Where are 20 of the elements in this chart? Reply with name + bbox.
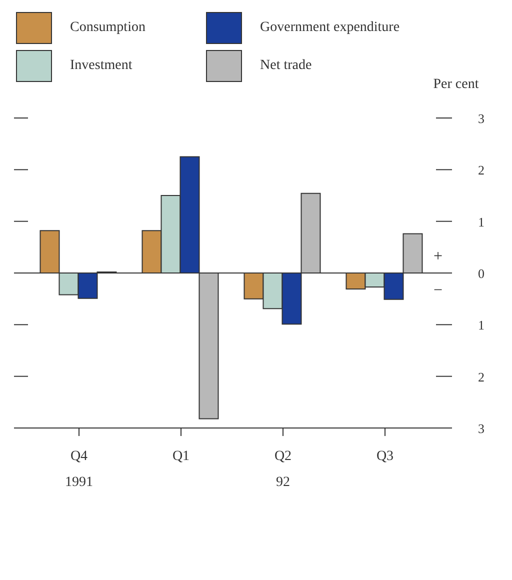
legend-label: Investment [70, 58, 132, 74]
legend-label: Government expenditure [260, 20, 400, 36]
annotation: + [433, 248, 443, 265]
x-tick-label: Q1 [172, 449, 190, 464]
y-tick-label: 1 [478, 318, 484, 333]
legend-label: Consumption [70, 20, 146, 36]
y-tick-label: 1 [478, 214, 484, 230]
y-tick-label: 3 [478, 111, 484, 126]
text: 92 [276, 475, 290, 490]
legend-label: Net trade [260, 58, 312, 74]
y-tick-label: 2 [478, 369, 484, 384]
text: 1991 [65, 475, 93, 490]
y-tick-label: 3 [478, 421, 484, 436]
x-tick-label: Q3 [376, 449, 394, 464]
x-tick-label: Q4 [70, 449, 88, 464]
x-tick-label: Q2 [274, 449, 292, 464]
y-tick-label: 0 [478, 266, 484, 281]
annotation: − [433, 282, 443, 299]
y-tick-label: 2 [478, 162, 484, 178]
y-axis-title: Per cent [433, 77, 479, 92]
